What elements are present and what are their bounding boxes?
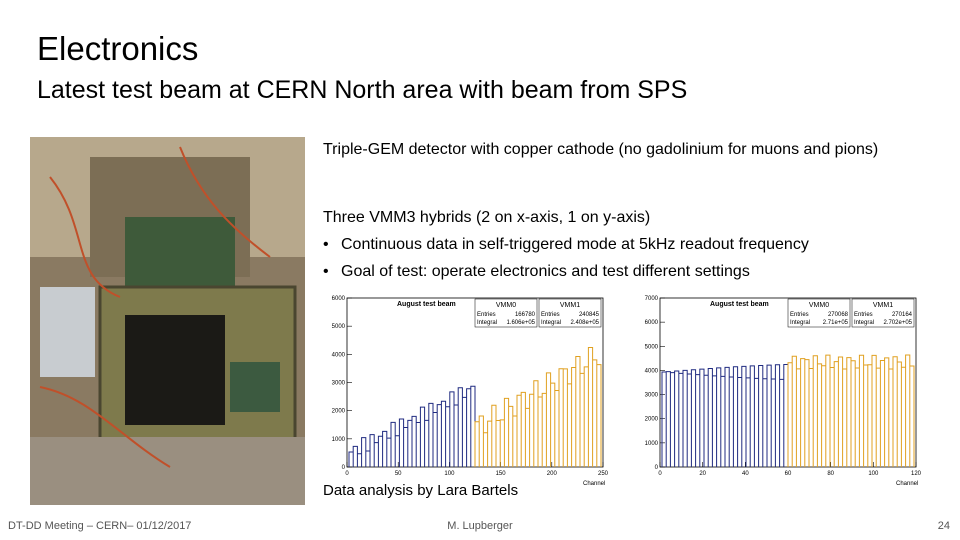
stats-value: 166780 xyxy=(515,312,536,318)
y-tick-label: 7000 xyxy=(645,296,659,302)
stats-box xyxy=(787,298,851,328)
stats-label: Entries xyxy=(854,312,873,318)
stats-name: VMM0 xyxy=(496,302,516,309)
stats-box xyxy=(474,298,538,328)
stats-value: 1.606e+05 xyxy=(506,320,535,326)
x-tick-label: 60 xyxy=(785,471,792,477)
x-tick-label: 200 xyxy=(547,471,558,477)
stats-label: Integral xyxy=(541,320,561,326)
x-tick-label: 50 xyxy=(395,471,402,477)
y-tick-label: 1000 xyxy=(332,437,346,443)
stats-box xyxy=(538,298,602,328)
stats-name: VMM1 xyxy=(560,302,580,309)
x-axis-label: Channel xyxy=(583,481,605,487)
stats-label: Integral xyxy=(790,320,810,326)
stats-label: Integral xyxy=(477,320,497,326)
x-axis-label: Channel xyxy=(896,481,918,487)
y-tick-label: 5000 xyxy=(645,344,659,350)
subtitle: Latest test beam at CERN North area with… xyxy=(37,76,688,104)
y-tick-label: 4000 xyxy=(332,352,346,358)
y-tick-label: 2000 xyxy=(645,417,659,423)
histogram-trace xyxy=(474,347,602,467)
x-tick-label: 100 xyxy=(868,471,879,477)
footer-right: 24 xyxy=(937,520,950,532)
x-tick-label: 120 xyxy=(911,471,922,477)
histogram-trace xyxy=(787,354,915,467)
y-tick-label: 6000 xyxy=(645,320,659,326)
caption: Data analysis by Lara Bartels xyxy=(323,482,519,499)
photo xyxy=(30,137,305,505)
stats-label: Entries xyxy=(541,312,560,318)
stats-name: VMM0 xyxy=(809,302,829,309)
paragraph: Three VMM3 hybrids (2 on x-axis, 1 on y-… xyxy=(323,209,651,226)
stats-label: Integral xyxy=(854,320,874,326)
y-tick-label: 2000 xyxy=(332,409,346,415)
stats-value: 2.408e+05 xyxy=(570,320,599,326)
histogram-trace xyxy=(348,385,476,467)
x-tick-label: 0 xyxy=(345,471,349,477)
y-tick-label: 6000 xyxy=(332,296,346,302)
y-tick-label: 3000 xyxy=(645,393,659,399)
x-tick-label: 40 xyxy=(742,471,749,477)
bullet-marker: • xyxy=(323,236,329,253)
y-tick-label: 3000 xyxy=(332,381,346,387)
x-tick-label: 150 xyxy=(496,471,507,477)
stats-value: 270164 xyxy=(892,312,913,318)
y-tick-label: 1000 xyxy=(645,441,659,447)
title: Electronics xyxy=(37,30,199,67)
y-tick-label: 4000 xyxy=(645,368,659,374)
x-tick-label: 100 xyxy=(444,471,455,477)
footer-center: M. Lupberger xyxy=(447,520,513,532)
x-tick-label: 250 xyxy=(598,471,609,477)
y-tick-label: 0 xyxy=(655,465,659,471)
stats-name: VMM1 xyxy=(873,302,893,309)
histogram-trace xyxy=(661,364,789,467)
plot-title: August test beam xyxy=(710,301,769,308)
x-tick-label: 20 xyxy=(699,471,706,477)
histogram-plot: 0 1000 2000 3000 4000 5000 6000 0 50 100 150 200 250… xyxy=(332,296,609,487)
stats-label: Entries xyxy=(477,312,496,318)
x-tick-label: 80 xyxy=(827,471,834,477)
plot-title: August test beam xyxy=(397,301,456,308)
y-tick-label: 5000 xyxy=(332,324,346,330)
x-tick-label: 0 xyxy=(658,471,662,477)
bullet: Goal of test: operate electronics and te… xyxy=(341,263,750,280)
stats-value: 240845 xyxy=(579,312,600,318)
bullet: Continuous data in self-triggered mode a… xyxy=(341,236,809,253)
y-tick-label: 0 xyxy=(342,465,346,471)
stats-value: 2.702e+05 xyxy=(883,320,912,326)
bullet-marker: • xyxy=(323,263,329,280)
footer-left: DT-DD Meeting – CERN– 01/12/2017 xyxy=(8,520,192,532)
stats-box xyxy=(851,298,915,328)
paragraph: Triple-GEM detector with copper cathode … xyxy=(323,141,879,158)
stats-value: 270068 xyxy=(828,312,849,318)
stats-value: 2.71e+05 xyxy=(823,320,849,326)
stats-label: Entries xyxy=(790,312,809,318)
histogram-plot: 0 1000 2000 3000 4000 5000 6000 7000 0 20 40 60 80 10… xyxy=(645,296,922,487)
